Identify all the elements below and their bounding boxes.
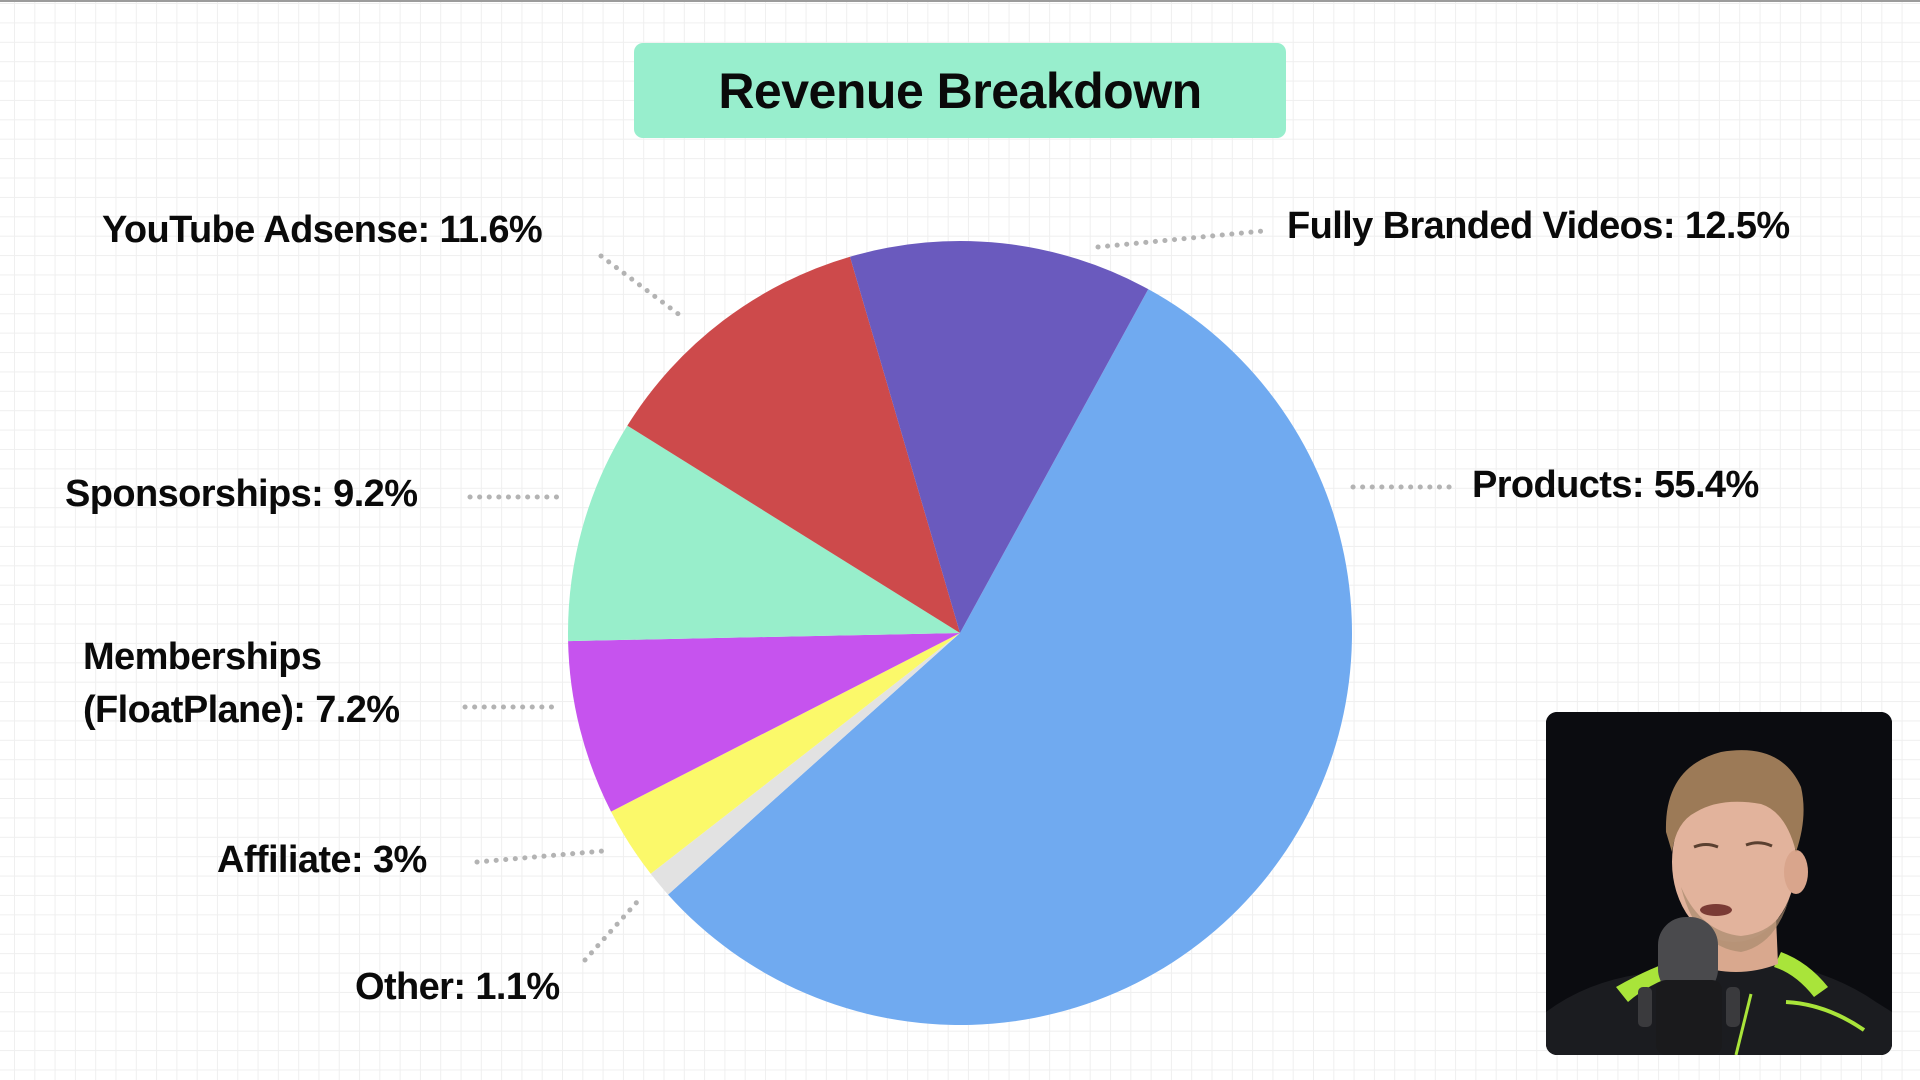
pie-slice-memberships-floatplane xyxy=(568,633,960,812)
chart-title: Revenue Breakdown xyxy=(718,62,1202,119)
label-memberships-line1: Memberships xyxy=(83,636,322,678)
pie-slice-fully-branded-videos xyxy=(849,241,1149,633)
pie-slice-youtube-adsense xyxy=(627,256,960,633)
label-youtube-adsense: YouTube Adsense: 11.6% xyxy=(102,209,543,251)
pie-slices xyxy=(567,241,1352,1025)
label-other: Other: 1.1% xyxy=(355,966,560,1008)
label-sponsorships: Sponsorships: 9.2% xyxy=(65,473,418,515)
label-products: Products: 55.4% xyxy=(1472,464,1759,506)
pie-slice-affiliate xyxy=(611,633,960,874)
label-affiliate: Affiliate: 3% xyxy=(217,839,427,881)
pie-slice-products xyxy=(668,289,1352,1025)
pie-slice-sponsorships xyxy=(567,425,960,642)
webcam-overlay xyxy=(1546,712,1892,1055)
presenter-video xyxy=(1546,712,1892,1055)
label-fully-branded-videos: Fully Branded Videos: 12.5% xyxy=(1287,205,1790,247)
chart-title-box: Revenue Breakdown xyxy=(634,43,1286,138)
top-border xyxy=(0,0,1920,2)
pie-slice-other xyxy=(650,633,960,895)
label-memberships-line2: (FloatPlane): 7.2% xyxy=(83,689,400,731)
